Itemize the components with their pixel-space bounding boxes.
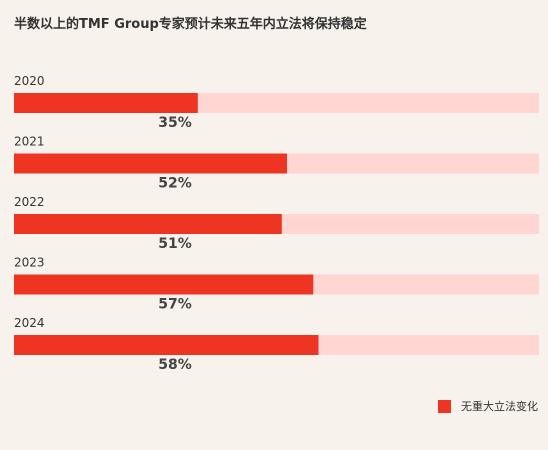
category-label: 2020: [14, 74, 45, 88]
category-label: 2022: [14, 195, 45, 209]
data-label: 51%: [158, 236, 192, 252]
bar: [14, 153, 287, 174]
category-label: 2021: [14, 135, 45, 149]
bar: [14, 214, 282, 234]
data-label: 35%: [158, 115, 192, 131]
chart-title: 半数以上的TMF Group专家预计未来五年内立法将保持稳定: [14, 17, 367, 32]
data-label: 58%: [158, 357, 192, 373]
data-label: 57%: [158, 297, 192, 313]
bar: [14, 93, 198, 113]
bar: [14, 274, 314, 295]
category-label: 2023: [14, 256, 45, 270]
bar: [14, 335, 319, 355]
legend: 无重大立法变化: [438, 398, 538, 414]
category-label: 2024: [14, 316, 45, 330]
legend-swatch: [438, 399, 451, 413]
legend-label: 无重大立法变化: [461, 400, 538, 413]
data-label: 52%: [158, 176, 192, 192]
